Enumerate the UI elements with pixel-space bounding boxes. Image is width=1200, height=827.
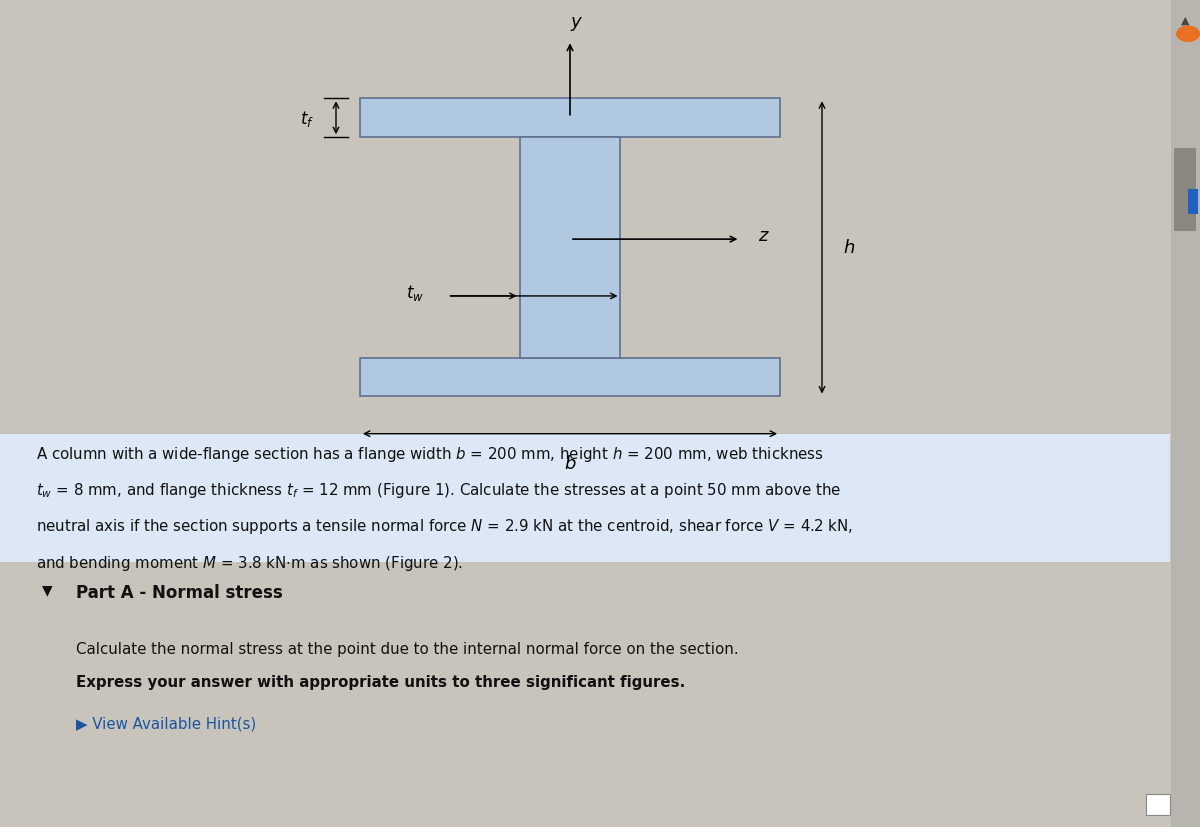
Text: $t_w$ = 8 mm, and flange thickness $t_f$ = 12 mm (Figure 1). Calculate the stres: $t_w$ = 8 mm, and flange thickness $t_f$… <box>36 480 841 500</box>
Text: z: z <box>758 227 768 245</box>
Text: ▲: ▲ <box>1181 16 1190 26</box>
Text: $t_f$: $t_f$ <box>300 108 314 128</box>
Circle shape <box>1176 26 1200 43</box>
Text: and bending moment $M$ = 3.8 kN$\cdot$m as shown (Figure 2).: and bending moment $M$ = 3.8 kN$\cdot$m … <box>36 553 463 572</box>
Text: Express your answer with appropriate units to three significant figures.: Express your answer with appropriate uni… <box>76 674 685 689</box>
Text: b: b <box>564 455 576 473</box>
Text: ▶ View Available Hint(s): ▶ View Available Hint(s) <box>76 715 256 730</box>
Text: $t_w$: $t_w$ <box>406 283 424 303</box>
Text: Calculate the normal stress at the point due to the internal normal force on the: Calculate the normal stress at the point… <box>76 641 738 656</box>
Bar <box>1188 190 1198 215</box>
Text: Part A - Normal stress: Part A - Normal stress <box>76 583 282 601</box>
Bar <box>360 358 780 397</box>
Bar <box>1171 0 1200 827</box>
Bar <box>520 138 620 358</box>
Bar <box>1174 149 1196 232</box>
Bar <box>0 434 1170 562</box>
Text: A column with a wide-flange section has a flange width $b$ = 200 mm, height $h$ : A column with a wide-flange section has … <box>36 444 823 463</box>
Text: ▼: ▼ <box>42 583 53 597</box>
Text: y: y <box>571 13 581 31</box>
Text: neutral axis if the section supports a tensile normal force $N$ = 2.9 kN at the : neutral axis if the section supports a t… <box>36 517 853 536</box>
Text: h: h <box>844 239 854 257</box>
Bar <box>1146 794 1170 815</box>
Bar <box>360 99 780 138</box>
